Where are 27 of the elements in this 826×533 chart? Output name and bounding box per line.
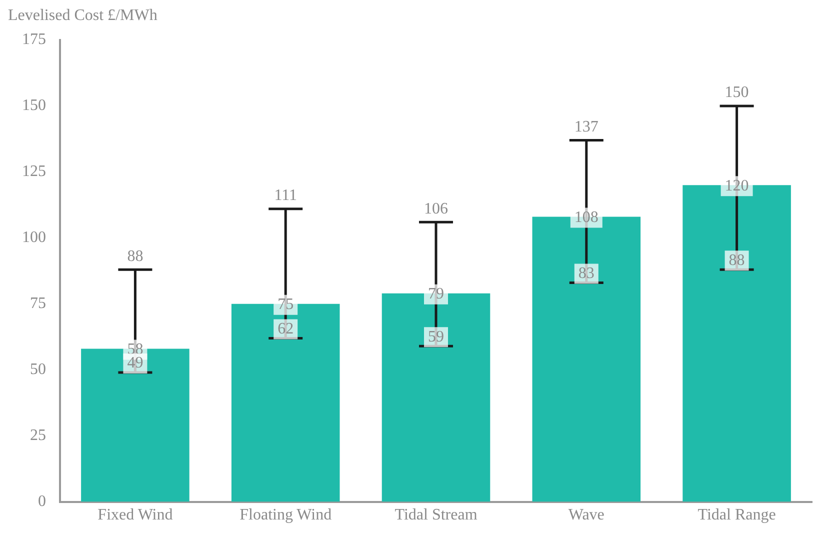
annotation: 83	[578, 264, 594, 282]
y-tick-label: 125	[22, 163, 46, 180]
y-tick-label: 175	[22, 31, 46, 48]
x-tick-label: Floating Wind	[240, 506, 332, 524]
x-tick-label: Tidal Range	[698, 506, 776, 524]
y-tick-label: 25	[30, 427, 46, 444]
annotation: 88	[728, 252, 745, 269]
x-tick-label: Wave	[568, 506, 604, 524]
y-axis-title: Levelised Cost £/MWh	[8, 7, 158, 24]
y-tick-label: 75	[30, 295, 46, 312]
x-tick-label: Tidal Stream	[394, 506, 478, 524]
annotation: 150	[724, 84, 749, 102]
annotation: 62	[278, 320, 294, 338]
y-tick-label: 150	[22, 97, 46, 114]
y-tick-label: 0	[38, 493, 46, 510]
annotation: 111	[274, 187, 298, 204]
y-tick-label: 100	[22, 229, 46, 246]
data-label: 79	[428, 286, 444, 303]
data-label: 120	[724, 177, 749, 194]
annotation: 106	[424, 200, 448, 218]
data-label: 75	[278, 296, 294, 314]
x-tick-label: Fixed Wind	[98, 506, 173, 524]
y-tick-label: 50	[30, 361, 46, 378]
data-label: 108	[574, 209, 598, 226]
annotation: 137	[574, 118, 598, 136]
annotation: 59	[428, 328, 444, 346]
annotation: 88	[127, 248, 144, 265]
